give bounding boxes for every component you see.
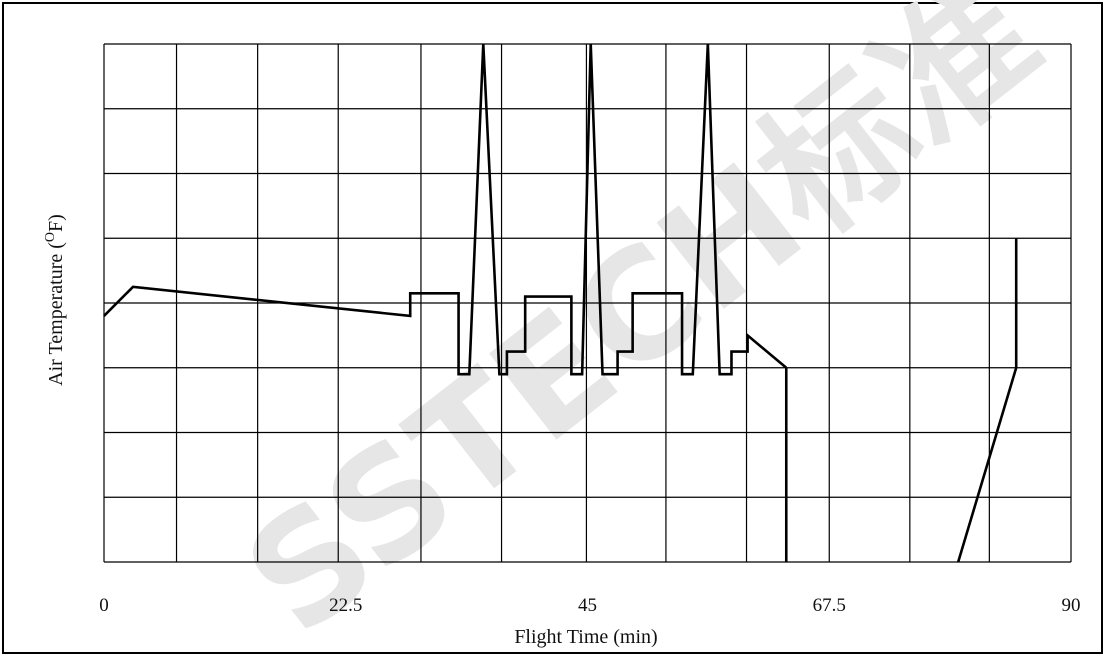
watermark-text: SSTECH标准 (215, 0, 1071, 660)
watermark: SSTECH标准 (215, 0, 1071, 660)
x-tick-label-3: 67.5 (813, 595, 846, 616)
x-tick-label-4: 90 (1062, 595, 1081, 616)
y-axis-label-superscript: O (43, 232, 58, 242)
y-axis-label: Air Temperature (OF) (43, 214, 67, 386)
x-tick-labels: 0 22.5 45 67.5 90 (99, 595, 1080, 616)
x-tick-label-1: 22.5 (329, 595, 362, 616)
x-axis-label: Flight Time (min) (514, 626, 657, 648)
x-tick-label-2: 45 (578, 595, 597, 616)
y-axis-label-main: Air Temperature ( (45, 242, 67, 386)
y-axis-label-tail: F) (45, 214, 67, 232)
temperature-series (103, 43, 1018, 563)
grid (103, 43, 1072, 563)
series-line-segment-2 (956, 238, 1018, 563)
x-tick-label-0: 0 (99, 595, 109, 616)
series-line-segment-0 (103, 43, 788, 376)
